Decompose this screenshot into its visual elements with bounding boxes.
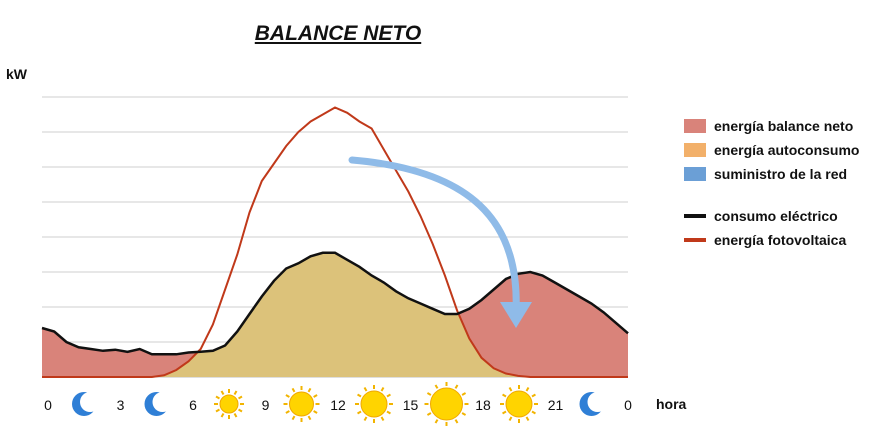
- sun-ray: [233, 390, 238, 395]
- moon-icon: [72, 392, 100, 416]
- sun-ray: [307, 415, 312, 421]
- legend-label: energía balance neto: [714, 118, 854, 134]
- sun-ray: [454, 384, 459, 389]
- sun-disc: [219, 394, 239, 414]
- sun-ray: [363, 416, 368, 421]
- sun-ray: [531, 393, 536, 398]
- sun-ray: [380, 416, 385, 421]
- x-ticks: 0 3 6 9 12 15 18 21 0: [44, 382, 632, 426]
- chart-title: BALANCE NETO: [254, 22, 422, 45]
- area-autoconsumo: [42, 252, 628, 377]
- sun-ray: [502, 393, 507, 398]
- sun-ray: [454, 419, 459, 424]
- sun-ray: [386, 410, 391, 415]
- moon-cutout: [152, 392, 173, 412]
- sun-ray: [461, 392, 467, 396]
- sun-icon: [214, 389, 244, 419]
- sun-ray: [525, 387, 530, 392]
- chart-areas: [42, 252, 628, 377]
- line-energia-fotovoltaica: [42, 106, 628, 378]
- moon-icon: [144, 392, 173, 416]
- sun-ray: [508, 387, 513, 392]
- x-tick-label: 6: [189, 397, 197, 413]
- moon-cutout: [587, 392, 608, 412]
- x-axis-label: hora: [656, 396, 687, 412]
- x-tick-label: 12: [330, 397, 346, 413]
- sun-ray: [220, 413, 225, 418]
- swatch-autoconsumo: [684, 143, 706, 157]
- line-swatch-fotovoltaica: [684, 238, 706, 242]
- sun-ray: [502, 410, 507, 415]
- sun-ray: [285, 410, 290, 414]
- sun-ray: [508, 416, 513, 421]
- sun-icon: [500, 385, 538, 423]
- sun-ray: [461, 412, 467, 416]
- sun-disc: [360, 390, 388, 418]
- arrow-head: [500, 302, 532, 328]
- swatch-balance-neto: [684, 119, 706, 133]
- arrow-curve: [348, 156, 520, 316]
- x-tick-label: 9: [262, 397, 270, 413]
- sun-ray: [434, 384, 439, 389]
- surplus-arrow: [348, 156, 532, 328]
- legend-label: energía autoconsumo: [714, 142, 860, 158]
- sun-disc: [430, 387, 463, 421]
- sun-disc: [505, 390, 533, 418]
- moon-icon: [579, 392, 608, 416]
- legend-label: suministro de la red: [714, 166, 848, 182]
- legend-label: consumo eléctrico: [714, 208, 838, 224]
- sun-ray: [233, 413, 238, 418]
- sun-ray: [291, 387, 296, 393]
- sun-ray: [380, 387, 385, 392]
- line-consumo-electrico: [41, 251, 629, 356]
- y-axis-label: kW: [6, 66, 27, 82]
- sun-ray: [357, 410, 362, 415]
- x-tick-label: 0: [624, 397, 632, 413]
- x-tick-label: 15: [403, 397, 419, 413]
- sun-ray: [426, 392, 432, 396]
- sun-ray: [307, 387, 312, 393]
- sun-ray: [291, 415, 296, 421]
- x-tick-label: 21: [548, 397, 564, 413]
- sun-ray: [238, 408, 243, 413]
- sun-ray: [363, 387, 368, 392]
- moon-cutout: [80, 392, 100, 412]
- sun-ray: [215, 408, 220, 413]
- sun-ray: [313, 394, 318, 398]
- sun-ray: [285, 394, 290, 398]
- area-balance-neto: [42, 252, 628, 377]
- swatch-suministro-red: [684, 167, 706, 181]
- sun-ray: [386, 393, 391, 398]
- line-swatch-consumo: [684, 214, 706, 218]
- x-tick-label: 0: [44, 397, 52, 413]
- x-tick-label: 3: [117, 397, 125, 413]
- sun-ray: [238, 395, 243, 400]
- sun-ray: [531, 410, 536, 415]
- sun-disc: [289, 391, 314, 417]
- sun-ray: [220, 390, 225, 395]
- sun-ray: [426, 412, 432, 416]
- x-tick-label: 18: [475, 397, 491, 413]
- sun-ray: [215, 395, 220, 400]
- sun-icon: [424, 382, 469, 426]
- legend-label: energía fotovoltaica: [714, 232, 847, 248]
- sun-ray: [357, 393, 362, 398]
- sun-icon: [355, 385, 393, 423]
- chart-lines: [41, 106, 629, 378]
- sun-icon: [283, 386, 320, 422]
- sun-ray: [434, 419, 439, 424]
- sun-ray: [525, 416, 530, 421]
- sun-ray: [313, 410, 318, 414]
